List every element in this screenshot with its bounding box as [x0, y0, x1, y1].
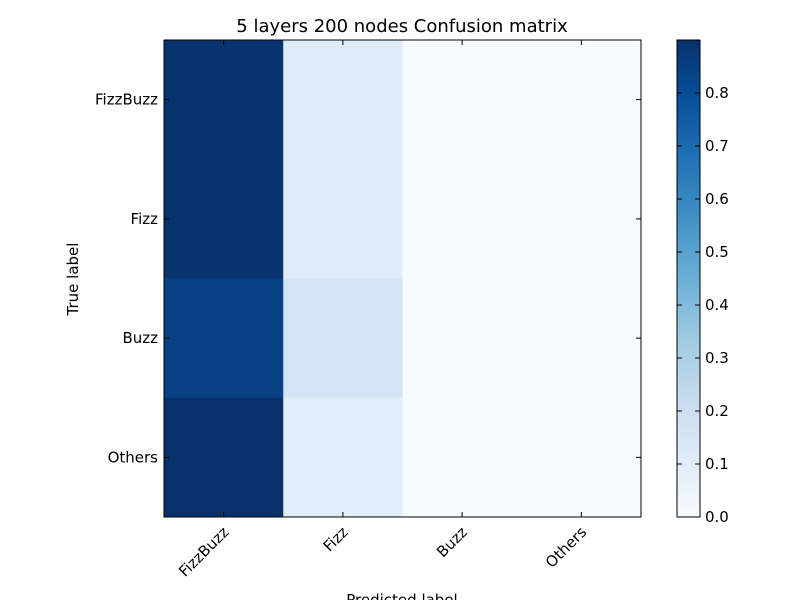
heatmap-cell-fizzbuzz-others: [521, 40, 642, 160]
heatmap-cell-fizz-fizz: [283, 159, 403, 279]
colorbar-ticks: 0.0 0.1 0.2 0.3 0.4 0.5 0.6 0.7 0.8: [677, 84, 729, 526]
heatmap-cell-fizzbuzz-buzz: [402, 40, 523, 160]
colorbar-tick-label: 0.5: [705, 243, 729, 261]
y-tick-label: Fizz: [131, 210, 159, 228]
heatmap-cell-fizz-fizzbuzz: [164, 159, 284, 279]
x-tick-label: FizzBuzz: [175, 523, 232, 580]
heatmap-cell-buzz-fizzbuzz: [164, 278, 284, 399]
colorbar-tick-label: 0.3: [705, 349, 729, 367]
colorbar-tick-label: 0.6: [705, 190, 729, 208]
y-tick-label: FizzBuzz: [95, 91, 158, 109]
heatmap-cell-fizz-buzz: [402, 159, 523, 279]
heatmap-cell-buzz-fizz: [283, 278, 403, 399]
x-tick-label: Others: [542, 523, 591, 572]
heatmap-cell-buzz-others: [521, 278, 642, 399]
heatmap-cell-others-fizz: [283, 397, 403, 518]
colorbar-tick-label: 0.4: [705, 296, 729, 314]
plot-frame: [163, 39, 642, 518]
colorbar-tick-label: 0.8: [705, 84, 729, 102]
chart-title: 5 layers 200 nodes Confusion matrix: [236, 16, 568, 37]
heatmap-cell-buzz-buzz: [402, 278, 523, 399]
colorbar-tick-label: 0.2: [705, 402, 729, 420]
x-tick-label: Buzz: [433, 523, 471, 561]
colorbar: [676, 39, 701, 518]
heatmap-cell-fizzbuzz-fizzbuzz: [164, 40, 284, 160]
y-tick-label: Others: [108, 448, 159, 466]
y-axis-label: True label: [64, 243, 82, 317]
heatmap-cell-others-others: [521, 397, 642, 518]
colorbar-tick-label: 0.7: [705, 137, 729, 155]
heatmap-cells: [164, 40, 642, 518]
heatmap-cell-others-fizzbuzz: [164, 397, 284, 518]
y-tick-label: Buzz: [122, 329, 158, 347]
heatmap-cell-fizzbuzz-fizz: [283, 40, 403, 160]
colorbar-tick-label: 0.1: [705, 455, 729, 473]
x-tick-label: Fizz: [320, 523, 352, 555]
x-axis-label: Predicted label: [346, 591, 457, 600]
heatmap-cell-others-buzz: [402, 397, 523, 518]
heatmap-cell-fizz-others: [521, 159, 642, 279]
colorbar-tick-label: 0.0: [705, 508, 729, 526]
